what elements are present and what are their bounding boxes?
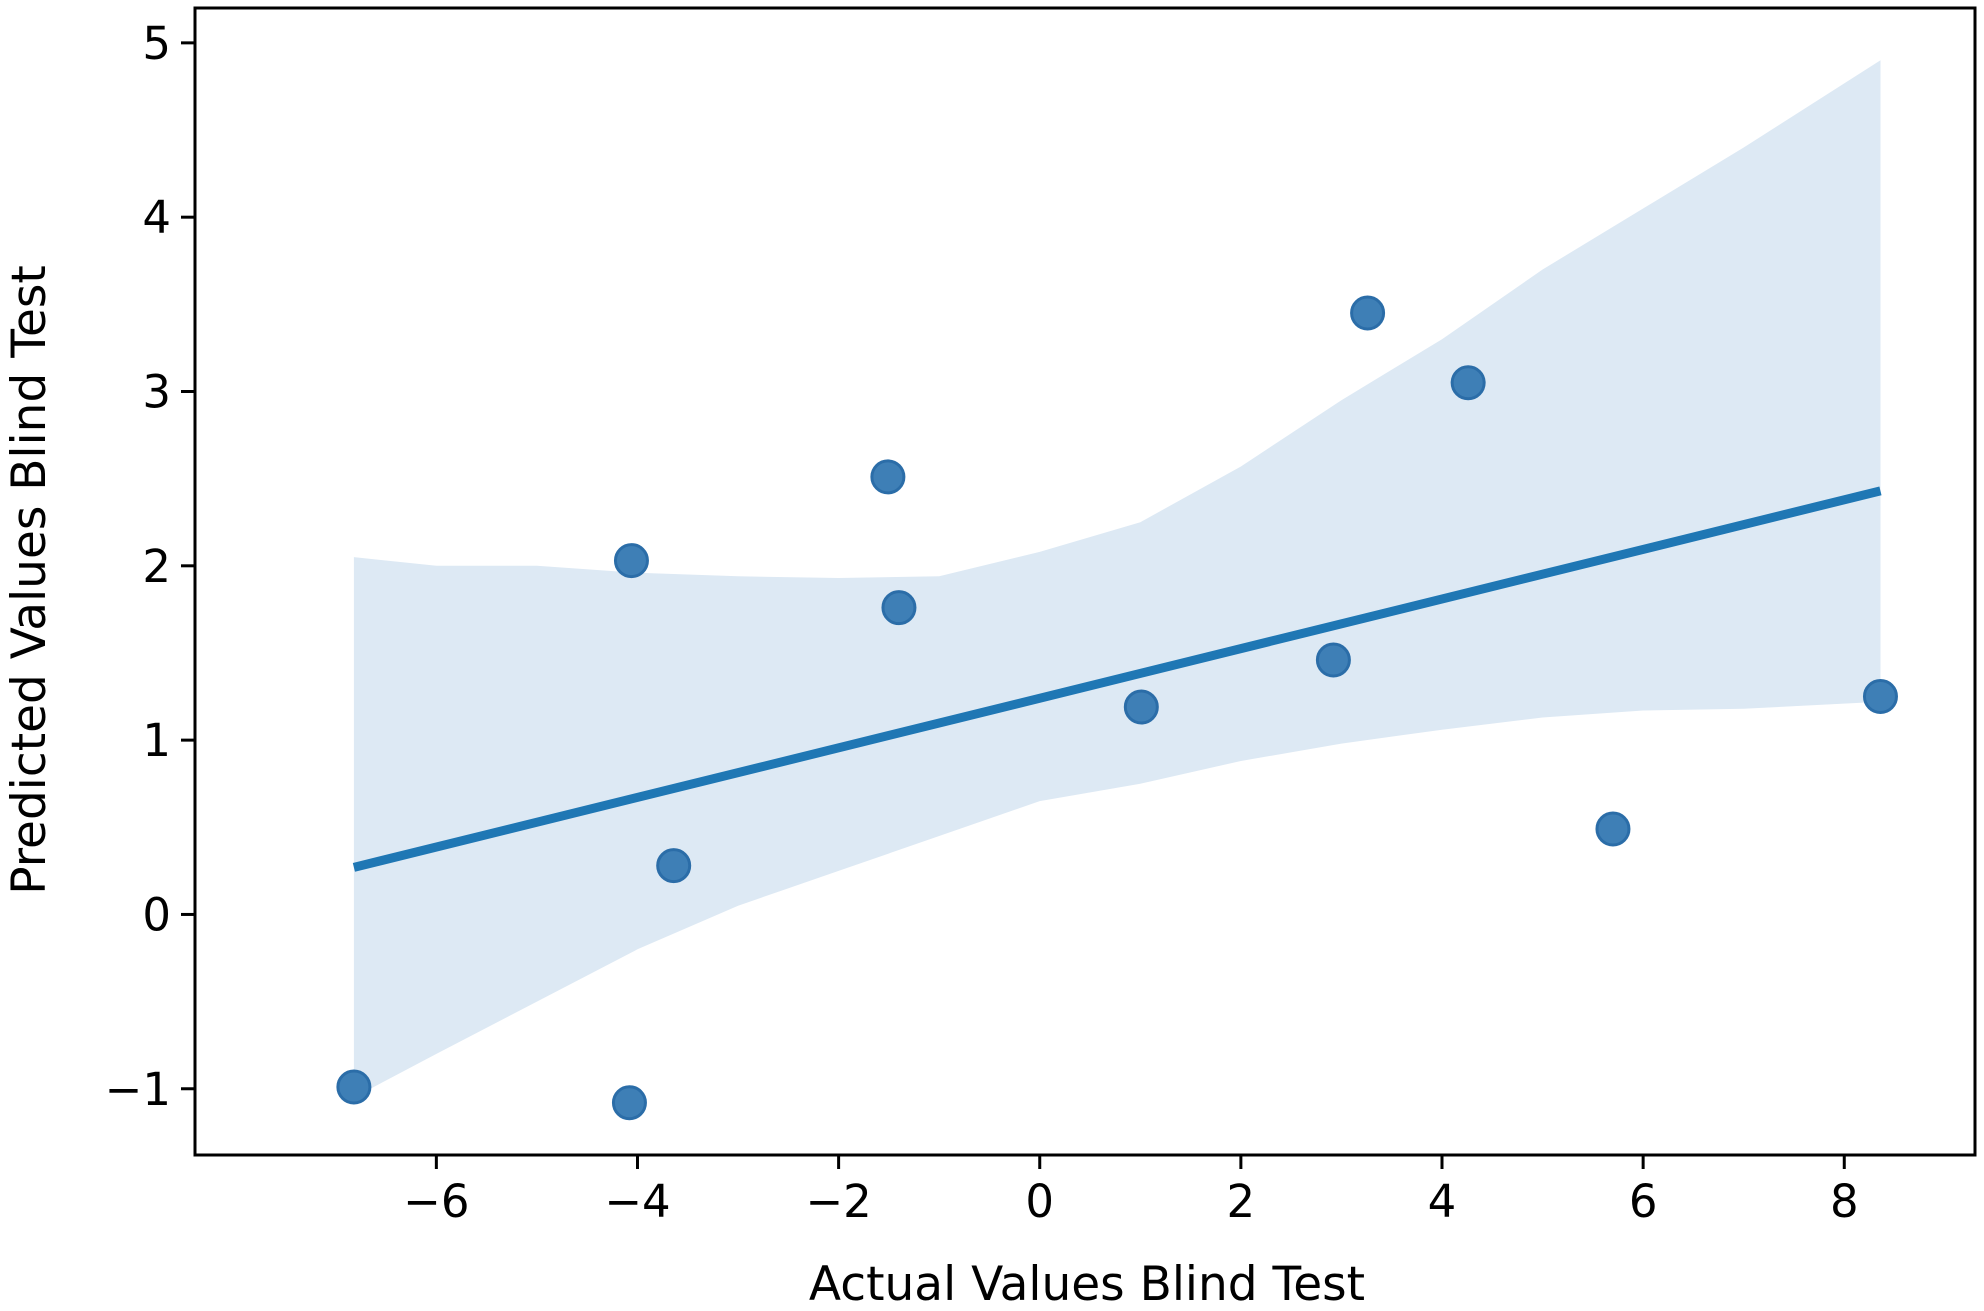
y-tick-label: 4 bbox=[142, 191, 171, 244]
x-tick-label: −6 bbox=[403, 1175, 469, 1228]
regression-line bbox=[352, 486, 1882, 872]
data-point bbox=[881, 590, 917, 626]
data-point bbox=[1450, 365, 1486, 401]
y-tick-label: 1 bbox=[142, 714, 171, 767]
confidence-band-layer bbox=[353, 60, 1881, 1098]
y-axis-ticks: −1 0 1 2 3 4 5 bbox=[105, 17, 195, 1116]
data-point bbox=[336, 1069, 372, 1105]
data-points-layer bbox=[336, 295, 1898, 1121]
plot-frame bbox=[193, 6, 1977, 1157]
x-axis-ticks: −6 −4 −2 0 2 4 6 8 bbox=[403, 1155, 1859, 1228]
data-point bbox=[611, 1085, 647, 1121]
y-axis-label: Predicted Values Blind Test bbox=[2, 265, 57, 895]
x-tick-label: 6 bbox=[1629, 1175, 1658, 1228]
data-point bbox=[613, 543, 649, 579]
confidence-band bbox=[353, 60, 1881, 1098]
data-point bbox=[1862, 679, 1898, 715]
data-point bbox=[1315, 642, 1351, 678]
x-tick-label: −2 bbox=[805, 1175, 871, 1228]
x-tick-label: 4 bbox=[1428, 1175, 1457, 1228]
x-tick-label: 8 bbox=[1830, 1175, 1859, 1228]
x-tick-label: 2 bbox=[1227, 1175, 1256, 1228]
x-tick-label: 0 bbox=[1025, 1175, 1054, 1228]
data-point bbox=[656, 848, 692, 884]
y-tick-label: 3 bbox=[142, 365, 171, 418]
y-tick-label: −1 bbox=[105, 1063, 171, 1116]
x-tick-label: −4 bbox=[604, 1175, 670, 1228]
y-tick-label: 2 bbox=[142, 540, 171, 593]
regression-line-layer bbox=[352, 486, 1882, 872]
data-point bbox=[1123, 689, 1159, 725]
data-point bbox=[1350, 295, 1386, 331]
data-point bbox=[870, 459, 906, 495]
x-axis-label: Actual Values Blind Test bbox=[809, 1257, 1365, 1311]
y-tick-label: 5 bbox=[142, 17, 171, 70]
y-tick-label: 0 bbox=[142, 888, 171, 941]
data-point bbox=[1595, 811, 1631, 847]
